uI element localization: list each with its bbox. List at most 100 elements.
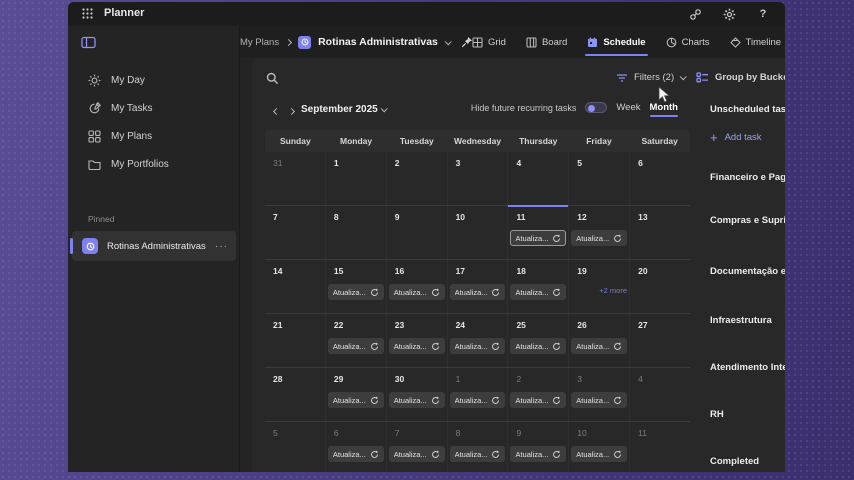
bucket-header[interactable]: Completed	[710, 456, 760, 467]
day-cell-2[interactable]: 2	[386, 152, 447, 205]
day-cell-8[interactable]: 8 Atualiza...	[447, 422, 508, 472]
task-chip[interactable]: Atualiza...	[327, 392, 384, 408]
task-chip[interactable]: Atualiza...	[510, 284, 567, 300]
bucket-header[interactable]: Financeiro e Paga	[710, 172, 785, 183]
month-view-button[interactable]: Month	[649, 102, 678, 117]
more-tasks-link[interactable]: +2 more	[599, 286, 628, 295]
tab-charts[interactable]: Charts	[666, 28, 710, 56]
day-cell-30[interactable]: 30 Atualiza...	[386, 368, 447, 421]
task-chip[interactable]: Atualiza...	[510, 338, 567, 354]
day-cell-18[interactable]: 18 Atualiza...	[507, 260, 568, 313]
task-chip[interactable]: Atualiza...	[388, 392, 445, 408]
day-cell-9[interactable]: 9 Atualiza...	[507, 422, 568, 472]
day-cell-6[interactable]: 6 Atualiza...	[325, 422, 386, 472]
hide-recurring-toggle[interactable]	[585, 102, 608, 113]
day-cell-3[interactable]: 3	[447, 152, 508, 205]
task-chip[interactable]: Atualiza...	[571, 446, 628, 462]
day-cell-10[interactable]: 10	[447, 206, 508, 259]
day-cell-13[interactable]: 13	[629, 206, 690, 259]
task-chip[interactable]: Atualiza...	[388, 338, 445, 354]
help-icon[interactable]: ?	[759, 8, 767, 20]
group-by-button[interactable]: Group by Bucket	[696, 72, 785, 83]
task-chip[interactable]: Atualiza...	[327, 284, 384, 300]
day-cell-27[interactable]: 27	[629, 314, 690, 367]
task-chip[interactable]: Atualiza...	[510, 446, 567, 462]
breadcrumb-my-plans[interactable]: My Plans	[240, 36, 280, 48]
day-cell-29[interactable]: 29 Atualiza...	[325, 368, 386, 421]
sidebar-item-my-plans[interactable]: My Plans	[68, 122, 239, 150]
task-chip[interactable]: Atualiza...	[449, 446, 506, 462]
bucket-header[interactable]: Compras e Suprim	[710, 215, 785, 226]
day-cell-17[interactable]: 17 Atualiza...	[447, 260, 508, 313]
app-launcher-icon[interactable]	[82, 8, 93, 19]
day-cell-5[interactable]: 5	[265, 422, 325, 472]
month-dropdown-icon[interactable]	[380, 105, 388, 113]
tab-timeline[interactable]: Timeline	[729, 28, 781, 56]
chevron-down-icon[interactable]	[444, 37, 452, 45]
day-cell-26[interactable]: 26 Atualiza...	[568, 314, 629, 367]
sidebar-item-my-portfolios[interactable]: My Portfolios	[68, 150, 239, 178]
week-view-button[interactable]: Week	[616, 102, 641, 113]
day-cell-12[interactable]: 12 Atualiza...	[568, 206, 629, 259]
sidebar-item-rotinas-administrativas[interactable]: Rotinas Administrativas	[70, 231, 236, 261]
task-chip[interactable]: Atualiza...	[388, 284, 445, 300]
bucket-header[interactable]: RH	[710, 409, 724, 420]
day-cell-9[interactable]: 9	[386, 206, 447, 259]
day-cell-5[interactable]: 5	[568, 152, 629, 205]
sidebar-item-my-day[interactable]: My Day	[68, 66, 239, 94]
day-cell-10[interactable]: 10 Atualiza...	[568, 422, 629, 472]
search-icon[interactable]	[266, 72, 284, 90]
task-chip[interactable]: Atualiza...	[327, 446, 384, 462]
day-cell-23[interactable]: 23 Atualiza...	[386, 314, 447, 367]
settings-gear-icon[interactable]	[721, 6, 737, 22]
tab-board[interactable]: Board	[526, 28, 567, 56]
day-cell-11[interactable]: 11 Atualiza...	[507, 205, 569, 259]
previous-month-icon[interactable]	[271, 106, 281, 116]
bucket-header[interactable]: Atendimento Inte	[710, 362, 785, 373]
day-cell-20[interactable]: 20	[629, 260, 690, 313]
task-chip[interactable]: Atualiza...	[449, 338, 506, 354]
day-cell-24[interactable]: 24 Atualiza...	[447, 314, 508, 367]
filters-button[interactable]: Filters (2)	[616, 72, 687, 83]
day-cell-1[interactable]: 1	[325, 152, 386, 205]
day-cell-2[interactable]: 2 Atualiza...	[507, 368, 568, 421]
add-task-button[interactable]: Add task	[710, 130, 762, 145]
day-cell-22[interactable]: 22 Atualiza...	[325, 314, 386, 367]
day-cell-21[interactable]: 21	[265, 314, 325, 367]
task-chip[interactable]: Atualiza...	[449, 392, 506, 408]
task-chip[interactable]: Atualiza...	[510, 392, 567, 408]
tab-grid[interactable]: Grid	[472, 28, 506, 56]
day-cell-3[interactable]: 3 Atualiza...	[568, 368, 629, 421]
day-cell-15[interactable]: 15 Atualiza...	[325, 260, 386, 313]
day-cell-7[interactable]: 7 Atualiza...	[386, 422, 447, 472]
task-chip[interactable]: Atualiza...	[327, 338, 384, 354]
task-chip[interactable]: Atualiza...	[388, 446, 445, 462]
task-chip[interactable]: Atualiza...	[449, 284, 506, 300]
current-plan-title[interactable]: Rotinas Administrativas	[318, 36, 438, 48]
day-cell-19[interactable]: 19 +2 more	[568, 260, 629, 313]
share-icon[interactable]	[687, 6, 703, 22]
task-chip[interactable]: Atualiza...	[571, 392, 628, 408]
collapse-sidebar-icon[interactable]	[81, 36, 96, 49]
day-cell-6[interactable]: 6	[629, 152, 690, 205]
day-cell-25[interactable]: 25 Atualiza...	[507, 314, 568, 367]
day-cell-1[interactable]: 1 Atualiza...	[447, 368, 508, 421]
task-chip[interactable]: Atualiza...	[571, 230, 628, 246]
day-cell-7[interactable]: 7	[265, 206, 325, 259]
next-month-icon[interactable]	[286, 106, 296, 116]
day-cell-28[interactable]: 28	[265, 368, 325, 421]
day-cell-4[interactable]: 4	[629, 368, 690, 421]
task-chip[interactable]: Atualiza...	[510, 230, 567, 246]
more-options-icon[interactable]	[215, 241, 236, 252]
task-chip[interactable]: Atualiza...	[571, 338, 628, 354]
bucket-header[interactable]: Documentação e A	[710, 266, 785, 277]
day-cell-8[interactable]: 8	[325, 206, 386, 259]
pin-icon[interactable]	[461, 36, 473, 48]
day-cell-11[interactable]: 11	[629, 422, 690, 472]
bucket-header[interactable]: Infraestrutura	[710, 315, 772, 326]
month-label[interactable]: September 2025	[301, 104, 378, 115]
tab-schedule[interactable]: Schedule	[585, 28, 648, 56]
day-cell-31[interactable]: 31	[265, 152, 325, 205]
day-cell-16[interactable]: 16 Atualiza...	[386, 260, 447, 313]
day-cell-14[interactable]: 14	[265, 260, 325, 313]
